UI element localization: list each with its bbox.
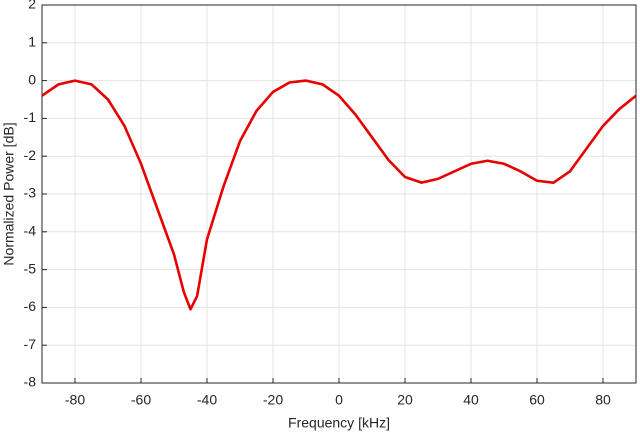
- y-tick-label: -6: [24, 298, 37, 314]
- x-tick-label: -80: [65, 392, 85, 408]
- y-axis-label: Normalized Power [dB]: [1, 122, 17, 265]
- y-tick-label: 2: [28, 0, 36, 12]
- x-tick-label: -20: [263, 392, 283, 408]
- y-tick-label: -5: [24, 260, 37, 276]
- y-tick-label: -7: [24, 336, 37, 352]
- data-line: [41, 79, 637, 311]
- x-tick-label: 0: [335, 392, 343, 408]
- plot-frame: [41, 4, 637, 384]
- y-tick-label: -3: [24, 185, 37, 201]
- x-tick-label: 20: [397, 392, 413, 408]
- y-tick-label: 1: [28, 34, 36, 50]
- x-tick-label: -60: [131, 392, 151, 408]
- y-tick-label: -1: [24, 109, 37, 125]
- x-tick-label: -40: [197, 392, 217, 408]
- y-tick-label: -8: [24, 374, 37, 390]
- x-axis-label: Frequency [kHz]: [288, 415, 390, 431]
- y-tick-label: 0: [28, 71, 36, 87]
- x-tick-label: 60: [529, 392, 545, 408]
- y-tick-label: -2: [24, 147, 37, 163]
- x-tick-label: 40: [463, 392, 479, 408]
- x-tick-label: 80: [595, 392, 611, 408]
- y-tick-label: -4: [24, 223, 37, 239]
